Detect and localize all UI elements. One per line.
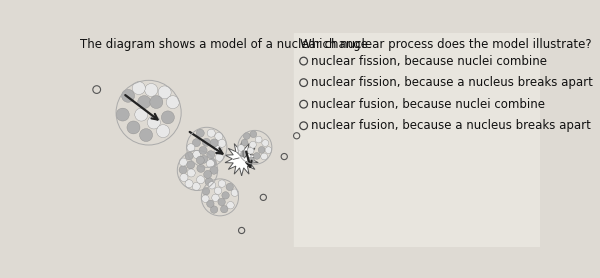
Circle shape — [215, 153, 223, 161]
Circle shape — [135, 108, 148, 121]
Circle shape — [261, 153, 268, 160]
Circle shape — [218, 139, 226, 147]
Circle shape — [202, 138, 211, 146]
Circle shape — [158, 86, 171, 99]
Circle shape — [210, 139, 218, 147]
Text: The diagram shows a model of a nuclear change.: The diagram shows a model of a nuclear c… — [80, 38, 371, 51]
Circle shape — [193, 139, 200, 147]
Circle shape — [262, 140, 269, 147]
Circle shape — [220, 205, 228, 213]
Circle shape — [197, 176, 205, 184]
Circle shape — [215, 132, 223, 140]
Circle shape — [214, 187, 222, 194]
Circle shape — [187, 144, 195, 152]
Circle shape — [227, 202, 234, 209]
Circle shape — [185, 152, 193, 160]
Circle shape — [179, 166, 187, 174]
Text: nuclear fusion, because nuclei combine: nuclear fusion, because nuclei combine — [311, 98, 545, 111]
Circle shape — [248, 157, 254, 163]
Circle shape — [199, 147, 207, 155]
Circle shape — [231, 189, 239, 196]
Circle shape — [179, 158, 187, 166]
Circle shape — [206, 200, 214, 207]
Circle shape — [196, 129, 204, 137]
Circle shape — [214, 146, 222, 154]
Circle shape — [138, 96, 151, 108]
Circle shape — [241, 139, 248, 146]
Circle shape — [193, 150, 201, 158]
Circle shape — [200, 155, 208, 163]
Circle shape — [226, 183, 233, 191]
Circle shape — [207, 129, 215, 137]
Circle shape — [148, 116, 160, 129]
Circle shape — [208, 158, 217, 167]
Circle shape — [205, 178, 213, 186]
Circle shape — [218, 198, 226, 206]
Circle shape — [244, 133, 250, 139]
Circle shape — [140, 129, 152, 142]
Circle shape — [127, 121, 140, 134]
Circle shape — [132, 82, 145, 95]
Circle shape — [180, 173, 188, 182]
Circle shape — [202, 195, 209, 202]
Circle shape — [211, 206, 218, 213]
Circle shape — [241, 151, 247, 157]
Circle shape — [258, 147, 265, 153]
Circle shape — [161, 111, 175, 124]
Circle shape — [145, 83, 158, 96]
Bar — [75, 33, 293, 247]
Circle shape — [122, 89, 134, 102]
Circle shape — [196, 156, 205, 164]
Circle shape — [187, 169, 195, 177]
Circle shape — [247, 147, 254, 154]
Circle shape — [197, 164, 205, 172]
Circle shape — [250, 141, 256, 148]
Circle shape — [212, 194, 219, 202]
Text: nuclear fusion, because a nucleus breaks apart: nuclear fusion, because a nucleus breaks… — [311, 119, 590, 132]
Circle shape — [187, 161, 194, 169]
Text: Which nuclear process does the model illustrate?: Which nuclear process does the model ill… — [300, 38, 592, 51]
PathPatch shape — [225, 142, 258, 176]
Circle shape — [255, 136, 262, 143]
Text: nuclear fission, because nuclei combine: nuclear fission, because nuclei combine — [311, 54, 547, 68]
Circle shape — [218, 180, 226, 187]
Circle shape — [166, 96, 179, 109]
Circle shape — [207, 151, 215, 159]
Text: nuclear fission, because a nucleus breaks apart: nuclear fission, because a nucleus break… — [311, 76, 592, 89]
Circle shape — [150, 96, 163, 108]
Circle shape — [157, 125, 170, 138]
Circle shape — [250, 131, 257, 138]
Circle shape — [206, 160, 214, 168]
Circle shape — [116, 108, 129, 121]
Circle shape — [203, 170, 212, 178]
Circle shape — [208, 182, 216, 189]
Circle shape — [185, 180, 193, 188]
Circle shape — [210, 166, 218, 174]
Circle shape — [238, 145, 244, 152]
Circle shape — [222, 192, 229, 199]
Circle shape — [253, 153, 260, 159]
Circle shape — [202, 188, 209, 195]
Bar — [293, 33, 540, 247]
Circle shape — [265, 147, 272, 153]
Circle shape — [192, 182, 200, 190]
